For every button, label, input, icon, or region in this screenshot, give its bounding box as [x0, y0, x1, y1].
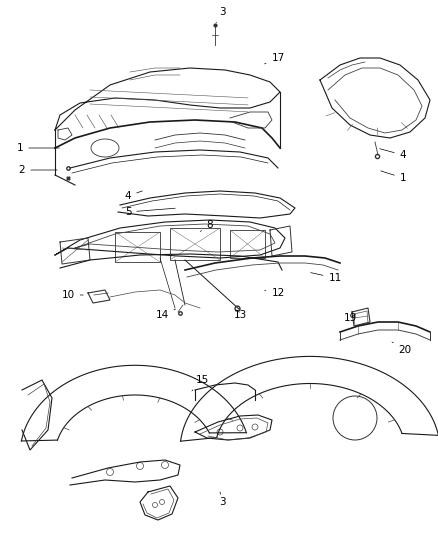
- Text: 17: 17: [265, 53, 285, 64]
- Bar: [230, 230, 265, 258]
- Text: 11: 11: [311, 272, 342, 283]
- Text: 19: 19: [343, 313, 357, 323]
- Text: 4: 4: [125, 191, 142, 201]
- Text: 12: 12: [265, 288, 285, 298]
- Text: 1: 1: [381, 171, 406, 183]
- Text: 13: 13: [233, 310, 247, 320]
- Text: 3: 3: [219, 492, 225, 507]
- Text: 8: 8: [200, 220, 213, 231]
- Text: 4: 4: [380, 149, 406, 160]
- Text: 15: 15: [192, 375, 208, 391]
- Text: 14: 14: [155, 309, 176, 320]
- Text: 2: 2: [19, 165, 57, 175]
- Text: 10: 10: [61, 290, 83, 300]
- Text: 5: 5: [125, 207, 175, 217]
- Bar: [115, 232, 160, 262]
- Text: 3: 3: [216, 7, 225, 22]
- Bar: [170, 228, 220, 260]
- Text: 1: 1: [17, 143, 59, 153]
- Text: 20: 20: [392, 342, 412, 355]
